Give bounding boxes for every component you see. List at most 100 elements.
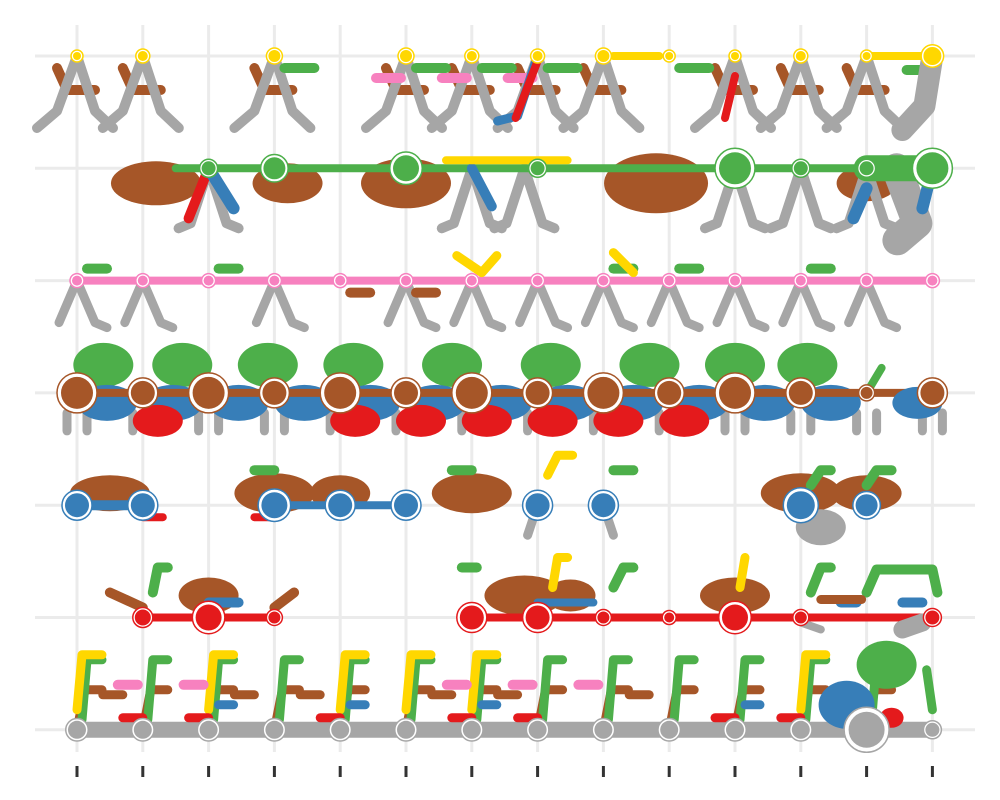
node	[201, 161, 216, 176]
node	[73, 52, 81, 60]
connector	[548, 553, 573, 592]
cluster-blob	[856, 640, 917, 689]
node	[657, 380, 682, 405]
connector	[204, 650, 239, 715]
node	[927, 275, 938, 286]
node	[130, 380, 155, 405]
connector	[805, 562, 836, 598]
connector	[104, 587, 148, 613]
cluster-blob	[700, 577, 770, 614]
node	[660, 720, 679, 739]
connector	[881, 153, 933, 256]
node	[664, 612, 675, 623]
node	[791, 720, 810, 739]
node	[794, 611, 807, 624]
connector	[543, 450, 578, 480]
node	[525, 605, 550, 630]
node	[130, 493, 155, 518]
connector	[755, 51, 806, 133]
connector	[598, 276, 638, 333]
connector	[401, 650, 436, 715]
node	[331, 720, 350, 739]
node	[530, 161, 545, 176]
node	[916, 152, 949, 185]
connector	[147, 562, 173, 598]
connector	[862, 276, 902, 333]
node	[587, 376, 620, 409]
connector	[669, 655, 699, 725]
node	[788, 380, 813, 405]
node	[394, 380, 418, 405]
node	[859, 161, 874, 176]
node	[598, 275, 609, 286]
cluster-blob	[237, 342, 298, 387]
connector	[735, 655, 765, 725]
connector	[847, 182, 873, 225]
chart-marks	[32, 44, 954, 754]
connector	[229, 51, 280, 133]
cluster-blob	[431, 473, 512, 514]
connector	[690, 51, 740, 133]
cluster-blob	[705, 342, 765, 387]
node	[597, 611, 610, 624]
connector	[664, 276, 704, 333]
connector	[452, 251, 502, 278]
connector	[721, 72, 739, 122]
cluster-blob	[520, 342, 581, 387]
node	[862, 52, 871, 60]
connector	[735, 553, 750, 592]
node	[195, 604, 222, 631]
connector	[143, 655, 173, 725]
node	[137, 51, 148, 61]
connector	[538, 655, 568, 725]
cluster-blob	[396, 404, 446, 437]
connector	[269, 276, 309, 333]
node	[324, 376, 357, 409]
connector	[467, 276, 507, 333]
node	[532, 51, 543, 61]
node	[719, 152, 751, 185]
cluster-blob	[527, 404, 578, 437]
node	[795, 275, 806, 286]
connector	[467, 650, 502, 715]
node	[786, 491, 815, 520]
node	[134, 609, 151, 626]
connector	[138, 276, 178, 333]
node	[401, 275, 411, 286]
node	[860, 386, 873, 399]
connector	[489, 163, 530, 234]
connector	[32, 51, 82, 133]
connector	[795, 163, 836, 234]
connector	[436, 163, 477, 234]
node	[525, 493, 550, 518]
node	[793, 161, 808, 176]
node	[192, 376, 225, 409]
connector	[340, 655, 370, 725]
connector	[511, 57, 542, 122]
node	[925, 722, 940, 737]
node	[795, 51, 806, 61]
node	[730, 275, 740, 286]
connector	[209, 655, 239, 725]
connector	[558, 51, 609, 133]
connector	[765, 163, 806, 234]
node	[920, 380, 945, 405]
connector	[466, 163, 497, 212]
connector	[730, 276, 770, 333]
node	[861, 275, 872, 286]
node	[393, 155, 419, 182]
node	[397, 720, 415, 739]
connector	[805, 465, 836, 491]
node	[262, 380, 287, 405]
node	[466, 51, 477, 61]
node	[72, 275, 82, 286]
connector	[533, 276, 573, 333]
cluster-blob	[777, 342, 838, 387]
node	[594, 720, 613, 739]
connector	[801, 655, 831, 725]
x-axis-ticks	[75, 766, 934, 777]
node	[923, 47, 942, 65]
connector	[608, 248, 638, 278]
node	[466, 275, 477, 286]
connector	[137, 51, 184, 133]
